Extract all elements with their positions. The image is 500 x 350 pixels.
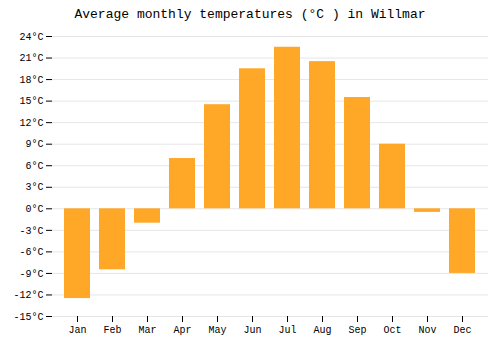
svg-text:Jul: Jul xyxy=(278,325,296,336)
svg-text:Apr: Apr xyxy=(173,325,191,336)
svg-text:Jan: Jan xyxy=(68,325,86,336)
svg-text:6°C: 6°C xyxy=(25,161,43,172)
svg-text:-12°C: -12°C xyxy=(13,290,43,301)
svg-text:-9°C: -9°C xyxy=(19,269,43,280)
svg-text:-6°C: -6°C xyxy=(19,247,43,258)
svg-text:Feb: Feb xyxy=(103,325,121,336)
svg-text:Oct: Oct xyxy=(383,325,401,336)
svg-text:9°C: 9°C xyxy=(25,139,43,150)
html-text:Average monthly temperatures (: Average monthly temperatures (°C ) in Wi… xyxy=(74,7,426,22)
svg-text:Dec: Dec xyxy=(453,325,471,336)
svg-text:24°C: 24°C xyxy=(19,32,43,43)
svg-text:15°C: 15°C xyxy=(19,96,43,107)
svg-text:18°C: 18°C xyxy=(19,75,43,86)
svg-text:Sep: Sep xyxy=(348,325,366,336)
svg-text:21°C: 21°C xyxy=(19,53,43,64)
svg-text:Jun: Jun xyxy=(243,325,261,336)
svg-text:12°C: 12°C xyxy=(19,118,43,129)
svg-text:May: May xyxy=(208,325,226,336)
svg-text:0°C: 0°C xyxy=(25,204,43,215)
svg-text:Aug: Aug xyxy=(313,325,331,336)
svg-text:Mar: Mar xyxy=(138,325,156,336)
svg-text:-15°C: -15°C xyxy=(13,312,43,323)
svg-text:3°C: 3°C xyxy=(25,182,43,193)
svg-text:-3°C: -3°C xyxy=(19,226,43,237)
svg-text:Nov: Nov xyxy=(418,325,436,336)
